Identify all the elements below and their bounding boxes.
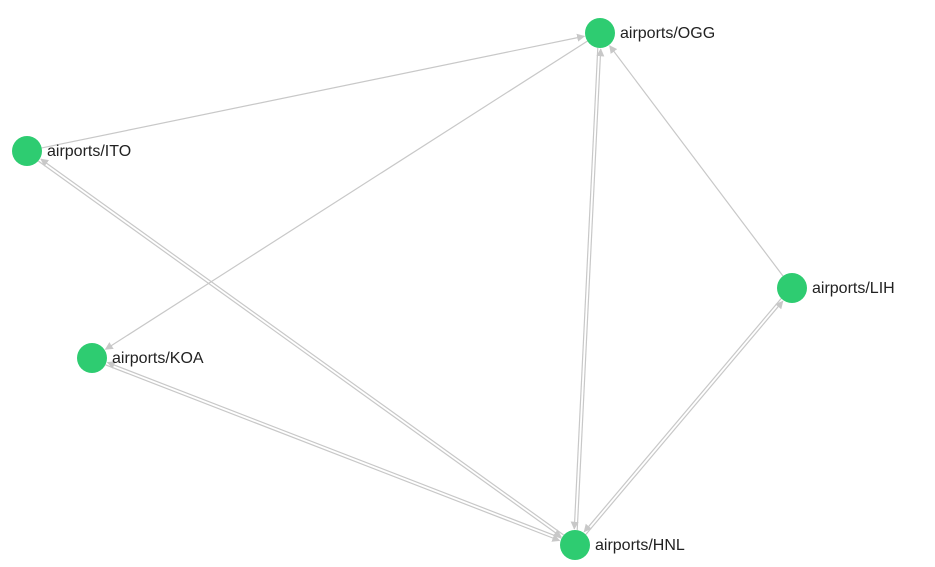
node-hnl[interactable]: airports/HNL	[560, 530, 685, 560]
edge-ito-to-ogg	[41, 33, 586, 149]
edge-lih-to-ogg	[609, 45, 784, 277]
edge-hnl-to-lih	[585, 300, 784, 535]
edge-hnl-to-koa	[106, 361, 562, 539]
node-circle-koa[interactable]	[77, 343, 107, 373]
node-label-ogg: airports/OGG	[620, 25, 715, 42]
edge-koa-to-hnl	[105, 364, 561, 542]
edge-hnl-to-ogg	[576, 48, 605, 531]
node-circle-hnl[interactable]	[560, 530, 590, 560]
node-label-lih: airports/LIH	[812, 280, 895, 297]
node-label-ito: airports/ITO	[47, 143, 131, 160]
edge-ogg-to-hnl	[570, 47, 599, 530]
node-label-hnl: airports/HNL	[595, 537, 685, 554]
edge-ito-to-hnl	[37, 160, 562, 538]
node-ito[interactable]: airports/ITO	[12, 136, 131, 166]
edge-ogg-to-koa	[104, 40, 588, 350]
node-circle-ito[interactable]	[12, 136, 42, 166]
node-ogg[interactable]: airports/OGG	[585, 18, 715, 48]
nodes-layer: airports/OGG airports/ITO airports/LIH airp…	[12, 18, 895, 560]
node-koa[interactable]: airports/KOA	[77, 343, 204, 373]
node-circle-lih[interactable]	[777, 273, 807, 303]
node-lih[interactable]: airports/LIH	[777, 273, 895, 303]
edge-hnl-to-ito	[40, 158, 565, 536]
node-circle-ogg[interactable]	[585, 18, 615, 48]
node-label-koa: airports/KOA	[112, 350, 204, 367]
edges-layer	[37, 33, 784, 542]
edge-lih-to-hnl	[583, 298, 782, 533]
